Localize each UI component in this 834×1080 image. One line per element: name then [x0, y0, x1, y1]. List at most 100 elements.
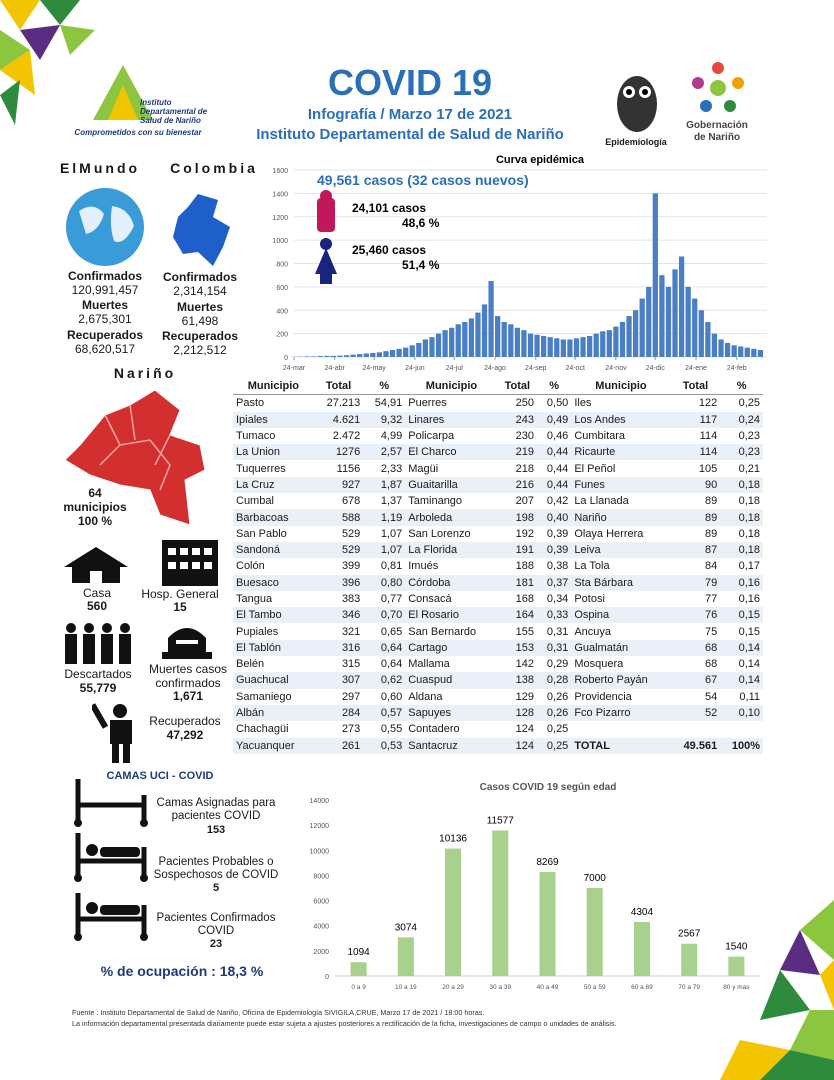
stat-value: 120,991,457 — [71, 283, 139, 297]
cell-municipality: El Tambo — [233, 607, 314, 624]
bar — [357, 354, 363, 357]
recovered-icon — [92, 703, 132, 763]
cell-municipality: Sta Bárbara — [571, 574, 671, 591]
table-row: Barbacoas 588 1,19 Arboleda 198 0,40 Nariño 89 0… — [233, 509, 763, 526]
column-header: Municipio — [233, 378, 314, 396]
cell-municipality: Linares — [405, 411, 498, 428]
bar — [501, 321, 507, 357]
cell-municipality: Aldana — [408, 690, 443, 703]
gob-label: Gobernación de Nariño — [686, 120, 748, 143]
bar — [665, 286, 672, 357]
cell-number: 396 — [313, 574, 364, 591]
bar — [337, 355, 343, 357]
stat-value: 15 — [173, 600, 187, 614]
cell-municipality: La Llanada — [574, 495, 629, 508]
cell-municipality: Policarpa — [408, 430, 455, 443]
bar — [613, 326, 619, 357]
cell-municipality: Mallama — [408, 658, 450, 671]
cell-number: 399 — [341, 560, 361, 573]
bar — [632, 310, 639, 357]
globe-icon — [66, 188, 144, 266]
cell-number: 79 — [670, 574, 721, 591]
cell-number: 129 — [515, 690, 535, 703]
bar — [639, 298, 645, 357]
cell-number: 0,18 — [720, 476, 763, 494]
cell-number: 0,80 — [363, 574, 406, 591]
y-tick-label: 8000 — [313, 873, 329, 880]
cell-municipality: La Cruz — [233, 476, 314, 494]
x-tick-label: 10 a 19 — [395, 984, 417, 991]
cell-number: 198 — [497, 509, 538, 526]
chart-title: Casos COVID 19 según edad — [480, 782, 617, 793]
logo — [93, 65, 153, 120]
value-label: 11577 — [487, 815, 515, 826]
cell-number: 0,10 — [720, 704, 763, 722]
bar — [534, 334, 540, 357]
cell-municipality: Imués — [408, 560, 439, 573]
bar — [652, 193, 658, 357]
cell-number: 181 — [497, 574, 538, 591]
table-row: Ipiales 4.621 9,32 Linares 243 0,49 Los Andes 1… — [233, 411, 763, 428]
footer-note: La información departamental presentada … — [72, 1019, 617, 1028]
cell-number: 219 — [497, 444, 538, 461]
cell-municipality: San Bernardo — [408, 625, 477, 638]
bar — [350, 354, 356, 357]
cell-number: 122 — [698, 397, 718, 410]
cell-number: 529 — [341, 527, 361, 540]
corner-decoration — [720, 900, 834, 1080]
x-tick-label: 0 a 9 — [351, 984, 366, 991]
cell-number: 0,25 — [738, 397, 760, 410]
cell-number: 105 — [698, 462, 718, 475]
bar — [541, 335, 547, 357]
cell-municipality: Córdoba — [405, 574, 498, 591]
cell-number: 1156 — [336, 462, 361, 475]
table-row: Tumaco 2.472 4,99 Policarpa 230 0,46 Cumbitara… — [233, 428, 763, 444]
cell-number: 77 — [704, 593, 718, 605]
x-tick-label: 24-ago — [484, 365, 506, 372]
cell-municipality: Guaitarilla — [405, 476, 498, 494]
stat-value: 1,671 — [172, 689, 204, 703]
cell-number: 0,39 — [537, 541, 572, 559]
value-label: 4304 — [631, 907, 654, 918]
cell-number: 0,14 — [738, 658, 760, 671]
cell-number: 0,24 — [720, 411, 763, 428]
x-tick-label: 40 a 49 — [537, 984, 559, 991]
cell-number: 0,18 — [720, 541, 763, 559]
cell-number: 67 — [670, 672, 721, 689]
bar — [724, 342, 731, 357]
bar — [521, 330, 527, 357]
bar — [350, 962, 367, 976]
x-tick-label: 70 a 79 — [678, 984, 700, 991]
y-tick-label: 0 — [325, 974, 329, 981]
gob-logo — [692, 62, 744, 112]
cell-municipality: Puerres — [408, 397, 447, 410]
value-label: 10136 — [439, 834, 467, 845]
total-cell: 100% — [720, 737, 763, 754]
cell-number: 0,42 — [546, 495, 569, 508]
column-header: Total — [313, 378, 364, 396]
cell-municipality: Ospina — [571, 607, 671, 624]
bar — [586, 888, 603, 976]
bar — [681, 943, 698, 976]
cell-number: 321 — [341, 625, 361, 638]
people-icon — [65, 623, 131, 664]
bar — [547, 337, 553, 357]
y-tick-label: 400 — [276, 308, 288, 315]
cell-municipality: Guachucal — [233, 672, 314, 689]
bar — [718, 339, 724, 357]
bar — [324, 355, 330, 357]
cell-number: 0,11 — [739, 690, 760, 703]
cell-number: 0,40 — [537, 509, 572, 526]
bar — [678, 256, 685, 357]
cell-number: 0,55 — [380, 723, 403, 736]
bar — [698, 310, 704, 357]
bar — [692, 298, 698, 357]
corner-decoration — [0, 0, 95, 125]
cell-number: 138 — [497, 672, 538, 689]
cell-municipality: El Rosario — [405, 607, 498, 624]
y-tick-label: 800 — [276, 262, 288, 269]
cell-municipality: Pupiales — [236, 625, 279, 638]
cell-municipality: La Union — [233, 444, 314, 461]
cell-number: 1,19 — [363, 509, 406, 526]
